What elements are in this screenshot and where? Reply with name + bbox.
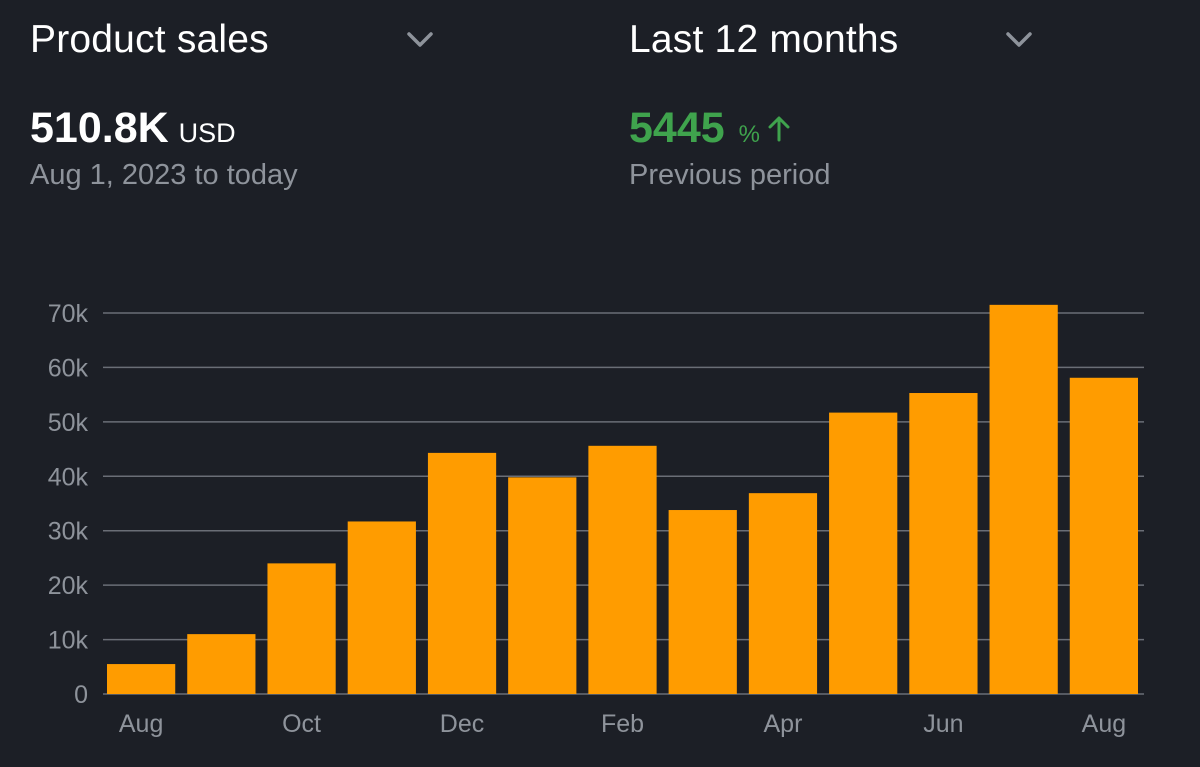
x-tick-label: Feb	[601, 710, 644, 738]
y-tick-label: 40k	[48, 463, 89, 491]
bar-mar-7[interactable]	[668, 510, 737, 694]
change-unit: %	[738, 121, 761, 148]
bar-may-9[interactable]	[829, 412, 898, 694]
y-tick-label: 10k	[48, 627, 89, 655]
change-stat: 5445 % Previous period	[629, 104, 831, 192]
x-tick-label: Aug	[119, 710, 163, 738]
bar-nov-3[interactable]	[347, 521, 416, 694]
bar-sep-1[interactable]	[187, 634, 256, 694]
y-tick-label: 20k	[48, 572, 89, 600]
change-value: 5445	[629, 104, 725, 152]
bar-oct-2[interactable]	[267, 563, 336, 694]
metric-selector-label: Product sales	[30, 18, 269, 61]
x-tick-label: Oct	[282, 710, 321, 738]
sales-bar-chart: 0 10k 20k 30k 40k 50k 60k 70k Aug Oct Dec Feb Apr Jun…	[48, 300, 1144, 738]
bar-dec-4[interactable]	[427, 452, 497, 694]
bar-aug-12[interactable]	[1069, 377, 1138, 694]
x-tick-label: Apr	[764, 710, 803, 738]
y-tick-label: 30k	[48, 518, 89, 546]
bar-apr-8[interactable]	[748, 493, 818, 694]
x-tick-label: Dec	[440, 710, 484, 738]
y-tick-label: 0	[74, 681, 88, 709]
y-tick-label: 50k	[48, 409, 89, 437]
metric-selector[interactable]: Product sales	[30, 18, 435, 62]
bar-jan-5[interactable]	[508, 477, 577, 694]
total-sales-range: Aug 1, 2023 to today	[30, 159, 298, 191]
bar-aug-0[interactable]	[107, 664, 176, 694]
bar-feb-6[interactable]	[588, 445, 657, 694]
period-selector[interactable]: Last 12 months	[629, 18, 1034, 62]
total-sales-unit: USD	[178, 118, 236, 148]
change-label: Previous period	[629, 159, 831, 191]
total-sales-value: 510.8K	[30, 104, 169, 152]
bar-jun-10[interactable]	[909, 393, 978, 694]
y-tick-label: 60k	[48, 354, 89, 382]
chevron-down-icon	[407, 32, 433, 47]
x-tick-label: Aug	[1082, 710, 1126, 738]
period-selector-label: Last 12 months	[629, 18, 899, 61]
chevron-down-icon	[1006, 32, 1032, 47]
arrow-up-icon	[768, 116, 790, 141]
bar-jul-11[interactable]	[989, 304, 1058, 694]
x-tick-label: Jun	[923, 710, 963, 738]
y-tick-label: 70k	[48, 300, 89, 328]
total-sales-stat: 510.8K USD Aug 1, 2023 to today	[30, 104, 298, 192]
